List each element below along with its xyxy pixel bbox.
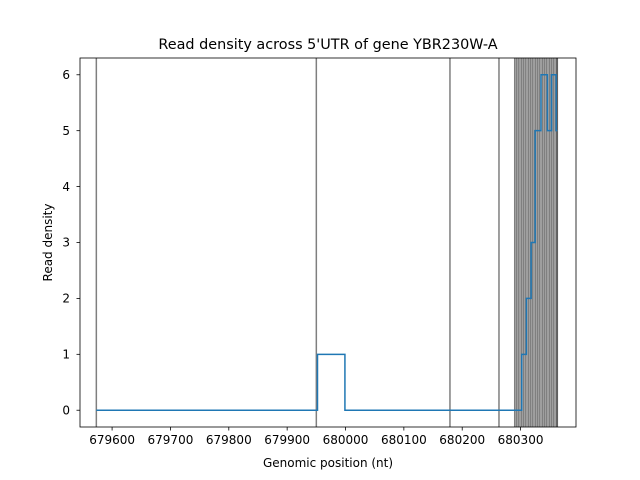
- chart-title: Read density across 5'UTR of gene YBR230…: [158, 37, 497, 53]
- density-series-layer: [96, 74, 558, 411]
- y-tick-label: 6: [62, 68, 70, 82]
- x-tick-label: 680100: [381, 433, 427, 447]
- x-tick-label: 679800: [206, 433, 252, 447]
- y-tick-label: 2: [62, 292, 70, 306]
- y-tick-label: 1: [62, 348, 70, 362]
- y-tick-label: 5: [62, 124, 70, 138]
- x-tick-label: 680200: [439, 433, 485, 447]
- x-axis: 679600 679700 679800 679900 680000 680100 6802…: [89, 427, 543, 447]
- y-tick-label: 0: [62, 403, 70, 417]
- density-step-line: [96, 74, 558, 411]
- x-tick-label: 679600: [89, 433, 135, 447]
- y-tick-label: 3: [62, 236, 70, 250]
- x-tick-label: 680300: [498, 433, 544, 447]
- x-axis-label: Genomic position (nt): [263, 456, 393, 470]
- y-axis-label: Read density: [41, 204, 55, 282]
- x-tick-label: 679700: [148, 433, 194, 447]
- y-axis: 0 1 2 3 4 5 6: [62, 68, 80, 417]
- x-tick-label: 680000: [323, 433, 369, 447]
- y-tick-label: 4: [62, 180, 70, 194]
- x-tick-label: 679900: [264, 433, 310, 447]
